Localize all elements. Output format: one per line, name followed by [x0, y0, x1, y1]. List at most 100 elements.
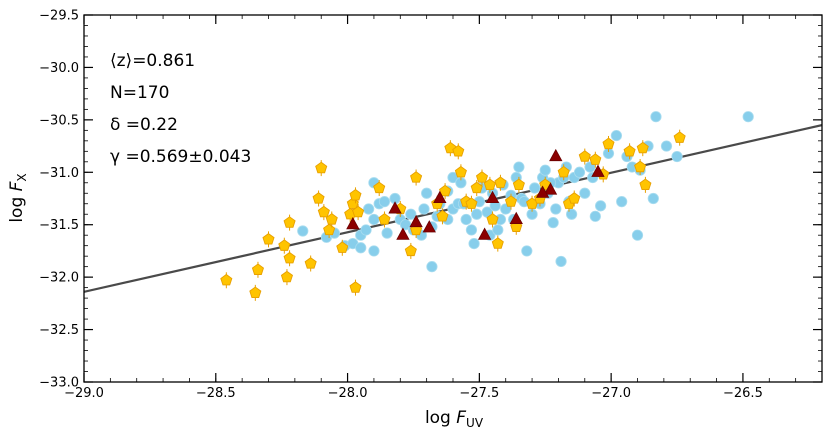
data-point-pentagon: [336, 241, 349, 253]
data-point-pentagon: [483, 178, 496, 191]
data-point-pentagon: [304, 257, 317, 269]
data-point-triangle: [485, 190, 500, 204]
data-point-pentagon: [317, 205, 330, 218]
data-point-circle: [579, 187, 591, 199]
data-point-triangle: [543, 182, 558, 195]
data-point-circle: [547, 217, 559, 229]
data-point-triangle: [422, 220, 436, 233]
x-tick-label: −28.5: [196, 386, 236, 401]
data-point-pentagon: [249, 286, 262, 299]
data-point-triangle: [433, 190, 447, 204]
data-point-circle: [647, 192, 659, 205]
data-point-circle: [368, 245, 380, 257]
annotation-sample-size: N=170: [110, 83, 169, 103]
data-point-circle: [573, 166, 586, 178]
data-point-pentagon: [315, 161, 328, 174]
data-point-circle: [447, 171, 459, 184]
data-point-pentagon: [312, 192, 325, 204]
data-point-circle: [589, 210, 601, 222]
data-point-triangle: [535, 185, 550, 198]
data-point-pentagon: [278, 239, 291, 251]
y-tick-label: −30.0: [39, 61, 79, 76]
data-point-circle: [566, 208, 578, 220]
y-axis-label: log FX: [7, 173, 29, 222]
data-point-circle: [616, 196, 628, 208]
data-point-circle: [610, 129, 623, 142]
data-point-circle: [426, 261, 438, 273]
data-point-pentagon: [436, 209, 449, 222]
data-point-circle: [368, 213, 380, 226]
data-point-circle: [381, 227, 393, 239]
data-point-pentagon: [283, 251, 296, 264]
data-point-pentagon: [504, 195, 518, 207]
data-point-circle: [363, 203, 375, 215]
data-point-pentagon: [323, 223, 336, 236]
data-point-triangle: [477, 227, 492, 240]
data-point-circle: [550, 203, 562, 215]
data-point-pentagon: [557, 165, 570, 178]
data-point-pentagon: [410, 171, 423, 183]
data-point-pentagon: [220, 273, 233, 286]
data-point-triangle: [509, 211, 523, 225]
data-point-triangle: [388, 201, 402, 214]
data-point-pentagon: [494, 176, 507, 188]
data-point-circle: [671, 150, 683, 163]
plot-area: [84, 111, 822, 301]
data-point-pentagon: [486, 213, 499, 225]
data-point-pentagon: [634, 160, 647, 173]
x-tick-label: −28.0: [328, 386, 368, 401]
data-point-triangle: [396, 227, 410, 240]
data-point-pentagon: [639, 178, 652, 191]
data-point-pentagon: [349, 188, 362, 201]
data-point-circle: [378, 196, 391, 208]
data-point-circle: [594, 200, 607, 212]
data-point-pentagon: [378, 213, 391, 225]
annotations: ⟨z⟩=0.861 N=170 δ =0.22 γ =0.569±0.043: [110, 51, 251, 167]
data-point-circle: [471, 208, 483, 220]
y-tick-label: −32.5: [39, 323, 79, 338]
data-point-pentagon: [589, 153, 602, 165]
data-point-circle: [650, 111, 662, 123]
axes: −29.0 −28.5 −28.0 −27.5 −27.0 −26.5 −33.0 −32.5…: [39, 9, 823, 401]
data-point-circle: [297, 225, 309, 237]
data-point-pentagon: [568, 192, 581, 204]
data-point-circle: [631, 229, 644, 241]
data-point-circle: [521, 245, 533, 257]
data-point-pentagon: [283, 216, 296, 228]
data-point-pentagon: [352, 205, 365, 218]
annotation-slope: γ =0.569±0.043: [110, 147, 251, 167]
annotation-mean-redshift: ⟨z⟩=0.861: [110, 51, 195, 71]
data-point-circle: [421, 187, 433, 199]
data-point-pentagon: [262, 233, 275, 245]
data-point-circle: [418, 203, 430, 215]
data-point-circle: [492, 224, 504, 236]
data-point-pentagon: [325, 213, 338, 225]
data-point-circle: [539, 164, 551, 176]
x-tick-label: −29.0: [64, 386, 104, 401]
y-tick-label: −32.0: [39, 271, 79, 286]
data-point-circle: [513, 161, 525, 173]
data-point-pentagon: [373, 181, 386, 194]
data-point-pentagon: [475, 171, 489, 183]
data-point-pentagon: [602, 137, 615, 150]
data-point-pentagon: [636, 141, 649, 154]
data-point-circle: [468, 237, 480, 250]
y-tick-label: −30.5: [39, 113, 79, 128]
data-point-triangle: [591, 164, 605, 177]
data-point-circle: [360, 224, 372, 236]
y-tick-label: −33.0: [39, 376, 79, 391]
data-point-pentagon: [349, 281, 362, 293]
data-point-pentagon: [578, 150, 591, 162]
data-point-pentagon: [465, 197, 478, 209]
y-tick-label: −31.5: [39, 218, 79, 233]
data-point-triangle: [549, 148, 563, 162]
data-point-circle: [660, 140, 673, 152]
data-point-pentagon: [251, 263, 264, 275]
data-point-pentagon: [673, 131, 686, 143]
data-point-pentagon: [470, 181, 483, 194]
data-point-circle: [405, 208, 417, 220]
data-point-circle: [555, 255, 567, 268]
data-point-circle: [460, 213, 472, 226]
data-point-triangle: [346, 216, 360, 230]
